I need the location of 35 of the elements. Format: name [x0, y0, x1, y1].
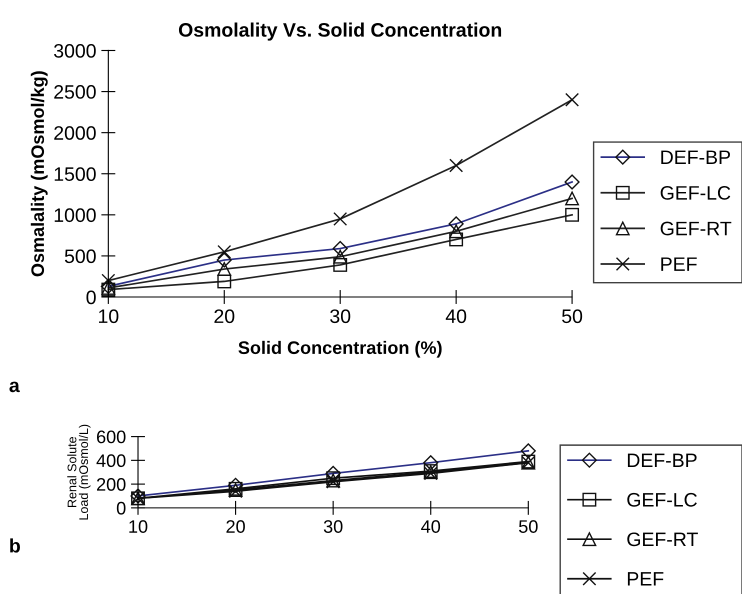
text: b	[10, 538, 20, 553]
legend-label: GEF-LC	[627, 492, 697, 507]
y-tick-label: 1500	[54, 167, 96, 181]
y-tick-label: 2500	[54, 85, 96, 99]
x-tick-label: 30	[330, 309, 350, 324]
legend-label: DEF-BP	[628, 454, 697, 467]
y-tick-label: 0	[116, 502, 126, 515]
y-tick-label: 3000	[54, 44, 96, 58]
y-tick-label: 0	[86, 290, 96, 304]
y-tick-label: 600	[97, 430, 126, 444]
y-axis-title: Osmalality (mOsmol/kg)	[30, 71, 48, 276]
legend-label: GEF-LC	[660, 186, 730, 200]
x-tick-label: 20	[226, 520, 245, 533]
y-tick-label: 1000	[54, 208, 96, 222]
x-tick-label: 20	[214, 309, 234, 324]
x-tick-label: 30	[324, 520, 342, 533]
y-tick-label: 200	[96, 478, 126, 491]
x-tick-label: 50	[562, 309, 582, 324]
x-tick-label: 40	[446, 309, 466, 324]
y-tick-label: 2000	[54, 126, 96, 140]
legend-label: PEF	[661, 257, 697, 271]
legend-label: DEF-BP	[661, 150, 730, 164]
y-tick-label: 500	[64, 249, 96, 264]
x-axis-title: Solid Concentration (%)	[238, 340, 442, 358]
x-tick-label: 40	[421, 520, 440, 533]
legend-label: PEF	[628, 572, 664, 586]
chart-title: Osmolality Vs. Solid Concentration	[178, 22, 502, 41]
y-axis-title: Renal Solute Load (mOsmol/L)	[67, 424, 91, 520]
legend-label: GEF-RT	[627, 532, 698, 546]
x-tick-label: 10	[99, 309, 118, 324]
text: a	[9, 382, 20, 392]
y-tick-label: 400	[96, 454, 126, 468]
x-tick-label: 10	[129, 520, 148, 533]
x-tick-label: 50	[518, 520, 538, 533]
legend-label: GEF-RT	[660, 222, 732, 236]
